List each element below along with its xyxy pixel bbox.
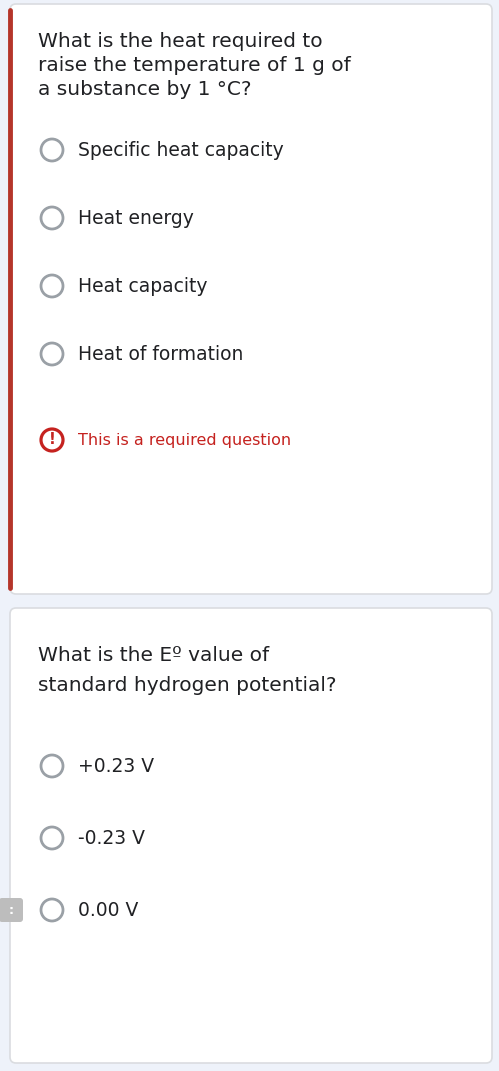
Text: Specific heat capacity: Specific heat capacity: [78, 140, 284, 160]
Text: This is a required question: This is a required question: [78, 433, 291, 448]
Text: What is the Eº value of: What is the Eº value of: [38, 646, 269, 665]
Text: a substance by 1 °C?: a substance by 1 °C?: [38, 80, 251, 99]
Text: standard hydrogen potential?: standard hydrogen potential?: [38, 676, 336, 695]
Text: :: :: [8, 904, 13, 917]
Text: 0.00 V: 0.00 V: [78, 901, 138, 920]
Text: !: !: [48, 433, 55, 448]
Text: Heat of formation: Heat of formation: [78, 345, 244, 363]
Text: +0.23 V: +0.23 V: [78, 756, 154, 775]
FancyBboxPatch shape: [10, 4, 492, 594]
Text: raise the temperature of 1 g of: raise the temperature of 1 g of: [38, 56, 351, 75]
Text: Heat capacity: Heat capacity: [78, 276, 208, 296]
FancyBboxPatch shape: [0, 897, 23, 922]
Text: What is the heat required to: What is the heat required to: [38, 32, 323, 51]
Text: Heat energy: Heat energy: [78, 209, 194, 227]
FancyBboxPatch shape: [10, 608, 492, 1064]
Text: -0.23 V: -0.23 V: [78, 829, 145, 847]
